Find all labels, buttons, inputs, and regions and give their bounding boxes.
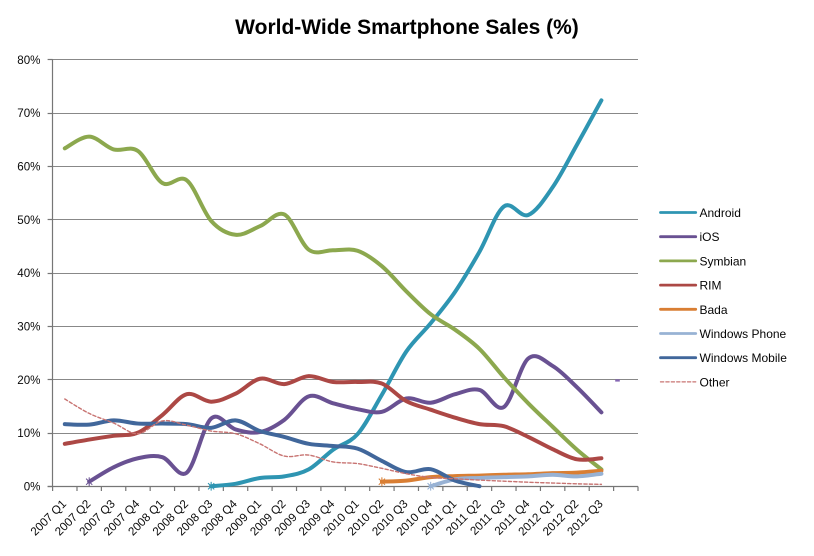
svg-text:Android: Android [700, 206, 741, 220]
svg-text:RIM: RIM [700, 279, 722, 293]
svg-text:20%: 20% [17, 374, 40, 387]
svg-text:30%: 30% [17, 321, 40, 334]
svg-text:Bada: Bada [700, 303, 728, 317]
svg-text:Windows Phone: Windows Phone [700, 327, 787, 341]
svg-text:0%: 0% [24, 481, 41, 494]
svg-text:Other: Other [700, 375, 730, 389]
svg-text:50%: 50% [17, 214, 40, 227]
svg-text:40%: 40% [17, 267, 40, 280]
svg-text:Symbian: Symbian [700, 254, 747, 268]
svg-text:Windows Mobile: Windows Mobile [700, 351, 788, 365]
svg-text:80%: 80% [17, 54, 40, 67]
svg-text:10%: 10% [17, 427, 40, 440]
svg-text:70%: 70% [17, 107, 40, 120]
svg-text:60%: 60% [17, 161, 40, 174]
svg-text:iOS: iOS [700, 230, 720, 244]
